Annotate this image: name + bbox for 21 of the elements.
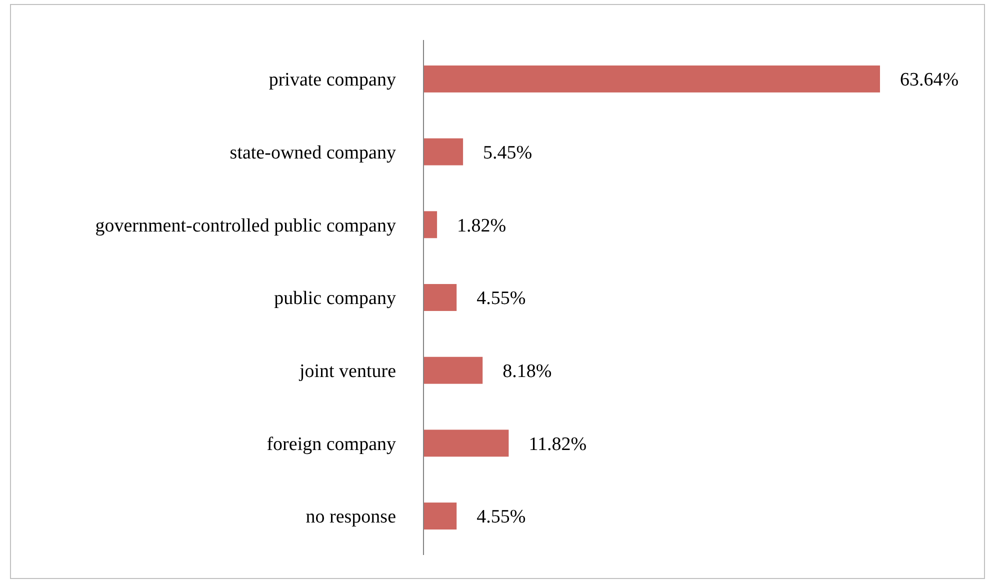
bar <box>424 138 464 166</box>
bar <box>424 65 880 92</box>
data-label: 5.45% <box>483 142 532 164</box>
data-label: 4.55% <box>476 288 526 310</box>
bar <box>424 284 457 311</box>
y-tick-label: foreign company <box>266 434 396 455</box>
data-label: 4.55% <box>476 506 526 528</box>
bar <box>424 502 457 530</box>
y-tick-label: joint venture <box>298 360 396 382</box>
data-label: 8.18% <box>502 360 552 382</box>
y-tick-label: no response <box>306 506 396 528</box>
bar <box>424 211 438 238</box>
y-tick-label: government-controlled public company <box>95 215 396 236</box>
data-label: 63.64% <box>900 70 959 91</box>
y-tick-label: state-owned company <box>230 142 396 164</box>
y-tick-label: public company <box>274 288 396 310</box>
data-label: 11.82% <box>528 434 587 455</box>
bar <box>424 356 483 384</box>
bar <box>424 430 509 457</box>
data-label: 1.82% <box>457 215 506 236</box>
y-tick-label: private company <box>268 70 396 91</box>
